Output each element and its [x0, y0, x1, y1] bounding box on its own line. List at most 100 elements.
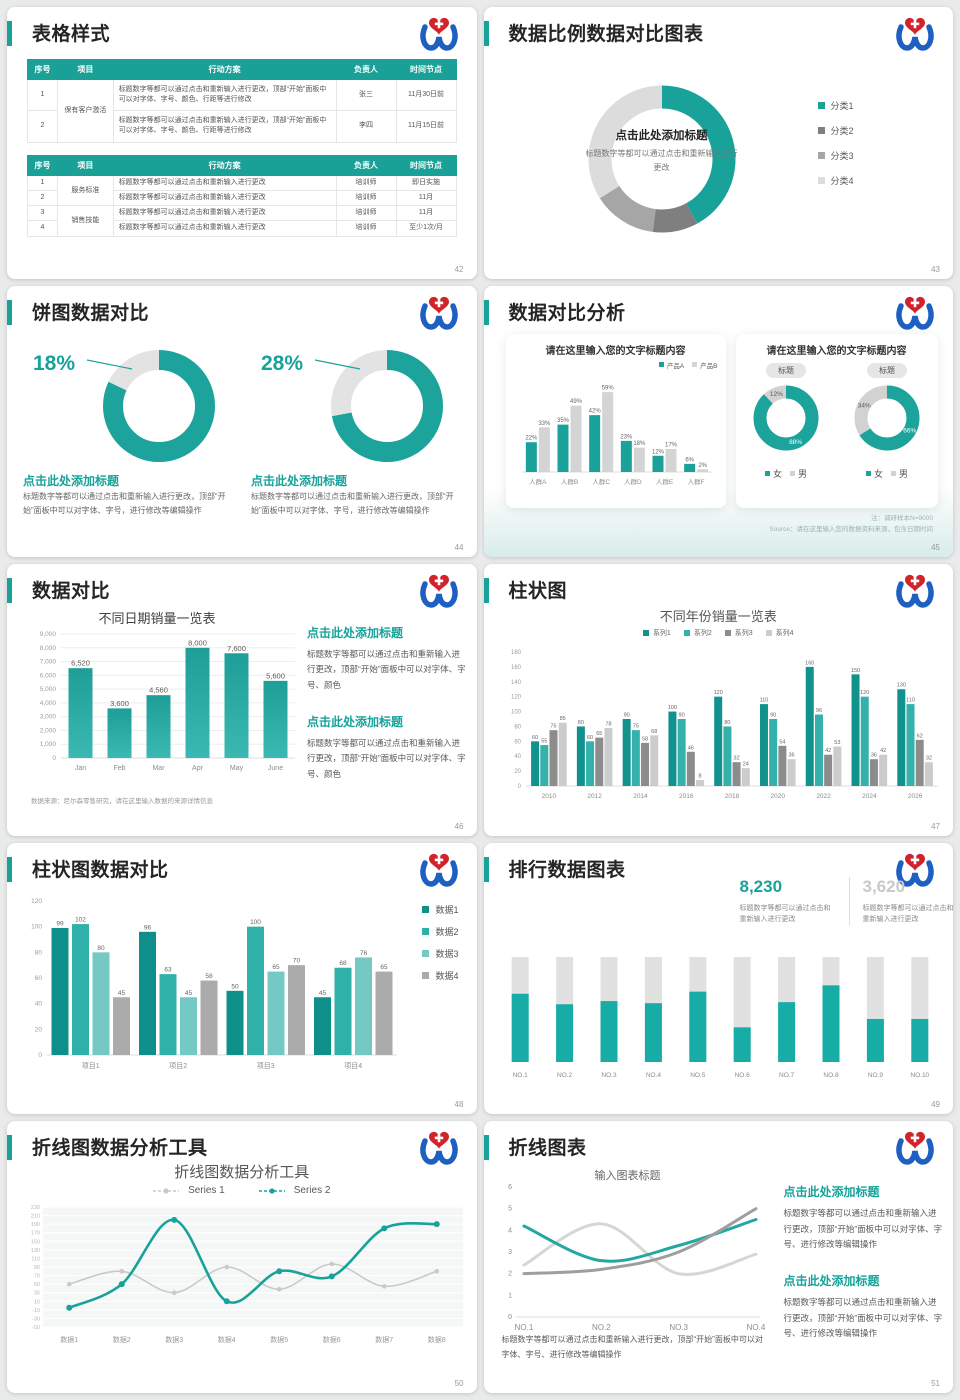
legend-label: 男 [899, 468, 909, 479]
svg-text:17%: 17% [664, 442, 677, 448]
hospital-logo [893, 851, 937, 891]
bar [146, 695, 171, 759]
svg-text:数据7: 数据7 [375, 1335, 393, 1344]
svg-text:90: 90 [34, 1265, 40, 1271]
chart-title: 不同日期销量一览表 [98, 611, 216, 627]
legend-item: 数据2 [422, 925, 459, 938]
legend-swatch [817, 152, 825, 159]
svg-text:项目2: 项目2 [169, 1062, 187, 1070]
slide-45-data-analysis[interactable]: 数据对比分析 请在这里输入您的文字标题内容 产品A 产品B 22% 33% 人群A 35… [483, 285, 953, 558]
legend-swatch [422, 949, 430, 957]
svg-text:2020: 2020 [770, 793, 785, 800]
title-accent-bar [7, 578, 12, 604]
slide-42-table-style[interactable]: 表格样式 序号 项目 行动方案 负责人 时间节点 1 保有客户激活 标题数字等都可以通过点击和… [7, 7, 477, 279]
svg-text:75: 75 [550, 724, 556, 730]
donut-svg: 66% 34% [854, 385, 920, 451]
svg-text:数据5: 数据5 [270, 1335, 288, 1344]
bar [696, 468, 708, 472]
bar-fill [644, 1002, 662, 1062]
bar [620, 440, 632, 472]
svg-text:12%: 12% [770, 390, 783, 397]
bar [832, 746, 841, 787]
svg-text:5,000: 5,000 [40, 686, 57, 693]
hospital-logo [893, 572, 937, 612]
svg-text:2%: 2% [698, 462, 707, 468]
slide-48-column-compare[interactable]: 柱状图数据对比 0 20 40 60 80 100 120 99 102 80 45 项目1 96 63 4… [7, 842, 477, 1115]
svg-text:96: 96 [144, 924, 152, 931]
legend-item: 分类2 [817, 124, 854, 137]
slide-51-line-chart[interactable]: 折线图表 输入图表标题 0 1 2 3 4 5 6 NO.1 NO.2 NO.3 NO.4 标题数字… [483, 1121, 953, 1393]
legend-swatch [724, 630, 731, 637]
svg-text:24: 24 [742, 762, 748, 768]
slide-title: 数据比例数据对比图表 [508, 24, 704, 45]
svg-text:58: 58 [205, 973, 213, 980]
source-line: Source：请在这里输入您的数据资料来源，包含日期时间 [769, 525, 933, 533]
table-row: 2 标题数字等都可以通过点击和重新输入进行更改，顶部“开始”面板中可以对字体、字号… [27, 110, 457, 143]
legend-swatch [817, 177, 825, 184]
svg-text:数据2: 数据2 [113, 1335, 131, 1344]
svg-text:130: 130 [31, 1248, 40, 1254]
bar-fill [688, 991, 706, 1062]
hospital-logo-graphic [419, 853, 458, 887]
svg-text:160: 160 [805, 661, 814, 667]
svg-text:68: 68 [339, 960, 347, 967]
legend-item: 产品B [692, 360, 718, 370]
svg-text:6,000: 6,000 [40, 673, 57, 680]
svg-text:40: 40 [35, 1000, 43, 1007]
svg-text:55: 55 [541, 739, 547, 745]
slide-49-ranking-chart[interactable]: 排行数据图表 8,230 标题数字等都可以通过点击和重新输入进行更改 3,620… [483, 842, 953, 1115]
table-header: 序号 [27, 59, 58, 80]
bar [570, 405, 581, 472]
bar [823, 754, 832, 787]
table-row: 4 标题数字等都可以通过点击和重新输入进行更改 培训师 至少1次/月 [27, 220, 457, 237]
page-number: 44 [454, 543, 464, 553]
svg-text:140: 140 [510, 680, 521, 686]
svg-text:45: 45 [118, 990, 126, 997]
action-plan-table: 序号 项目 行动方案 负责人 时间节点 1 保有客户激活 标题数字等都可以通过点击和重新输入进… [27, 59, 457, 143]
placeholder-title: 点击此处添加标题 [615, 130, 708, 142]
slide-46-data-compare[interactable]: 数据对比 不同日期销量一览表 0 1,000 2,000 3,000 4,000 5,00… [7, 564, 477, 836]
svg-text:8,000: 8,000 [188, 638, 207, 647]
placeholder-body: 标题数字等都可以通过点击和重新输入进行更改，顶部“开始”面板中可以对字体、字号、… [307, 649, 466, 690]
action-table-1: 序号 项目 行动方案 负责人 时间节点 1 保有客户激活 标题数字等都可以通过点击和重新输入进… [27, 59, 457, 143]
legend-label: 分类4 [830, 176, 854, 186]
bar-fill [511, 993, 529, 1062]
slide-title: 表格样式 [32, 24, 111, 45]
svg-text:59%: 59% [601, 385, 614, 391]
svg-text:June: June [268, 765, 283, 772]
slide-44-pie-compare[interactable]: 饼图数据对比 18% 点击此处添加标题 标题数字等都可以通过点击和重新输入进行更… [7, 285, 477, 558]
bar [92, 952, 110, 1055]
slide-title: 数据对比分析 [508, 302, 626, 324]
svg-text:46: 46 [687, 745, 693, 751]
slide-43-donut-chart[interactable]: 数据比例数据对比图表 点击此处添加标题 标题数字等都可以通过点击和重新输入进行更… [483, 7, 953, 279]
svg-text:90: 90 [678, 713, 684, 719]
legend-swatch [658, 362, 664, 368]
legend-label: 系列4 [775, 630, 794, 638]
pie-block-left: 18% 点击此处添加标题 标题数字等都可以通过点击和重新输入进行更改，顶部“开始… [21, 330, 239, 545]
svg-text:210: 210 [31, 1214, 40, 1220]
svg-text:70: 70 [293, 957, 301, 964]
svg-text:2010: 2010 [541, 793, 556, 800]
bar [107, 708, 132, 759]
chart-title: 折线图数据分析工具 [174, 1164, 310, 1182]
svg-text:NO.9: NO.9 [867, 1072, 883, 1079]
table-header: 负责人 [335, 59, 397, 80]
legend-item: Series 2 [258, 1185, 330, 1196]
bar-chart: 0 1,000 2,000 3,000 4,000 5,000 6,000 7,000 8,00… [17, 626, 307, 797]
legend-item: 女 [865, 467, 883, 480]
svg-text:人群C: 人群C [592, 477, 610, 486]
legend-label: 系列3 [734, 630, 753, 638]
text-block: 点击此处添加标题 标题数字等都可以通过点击和重新输入进行更改，顶部“开始”面板中… [784, 1272, 944, 1341]
slide-50-line-analysis[interactable]: 折线图数据分析工具 折线图数据分析工具 Series 1 Series 2 230… [7, 1121, 477, 1393]
donut-svg [588, 85, 735, 233]
svg-text:NO.7: NO.7 [779, 1072, 795, 1079]
donut-svg: 28% [261, 349, 443, 462]
svg-text:22%: 22% [525, 435, 538, 441]
slide-47-column-chart[interactable]: 柱状图 不同年份销量一览表 系列1 系列2 系列3 系列4 0 20 40 60 80 100 1… [483, 564, 953, 836]
svg-text:10: 10 [34, 1300, 40, 1306]
page-number: 51 [931, 1379, 940, 1388]
svg-text:项目3: 项目3 [257, 1062, 275, 1070]
donut-card: 请在这里输入您的文字标题内容 标题 88% 12% 女男 标题 66% 34% 女男 [735, 333, 938, 508]
page-number: 43 [931, 264, 940, 274]
svg-text:60: 60 [587, 735, 593, 741]
